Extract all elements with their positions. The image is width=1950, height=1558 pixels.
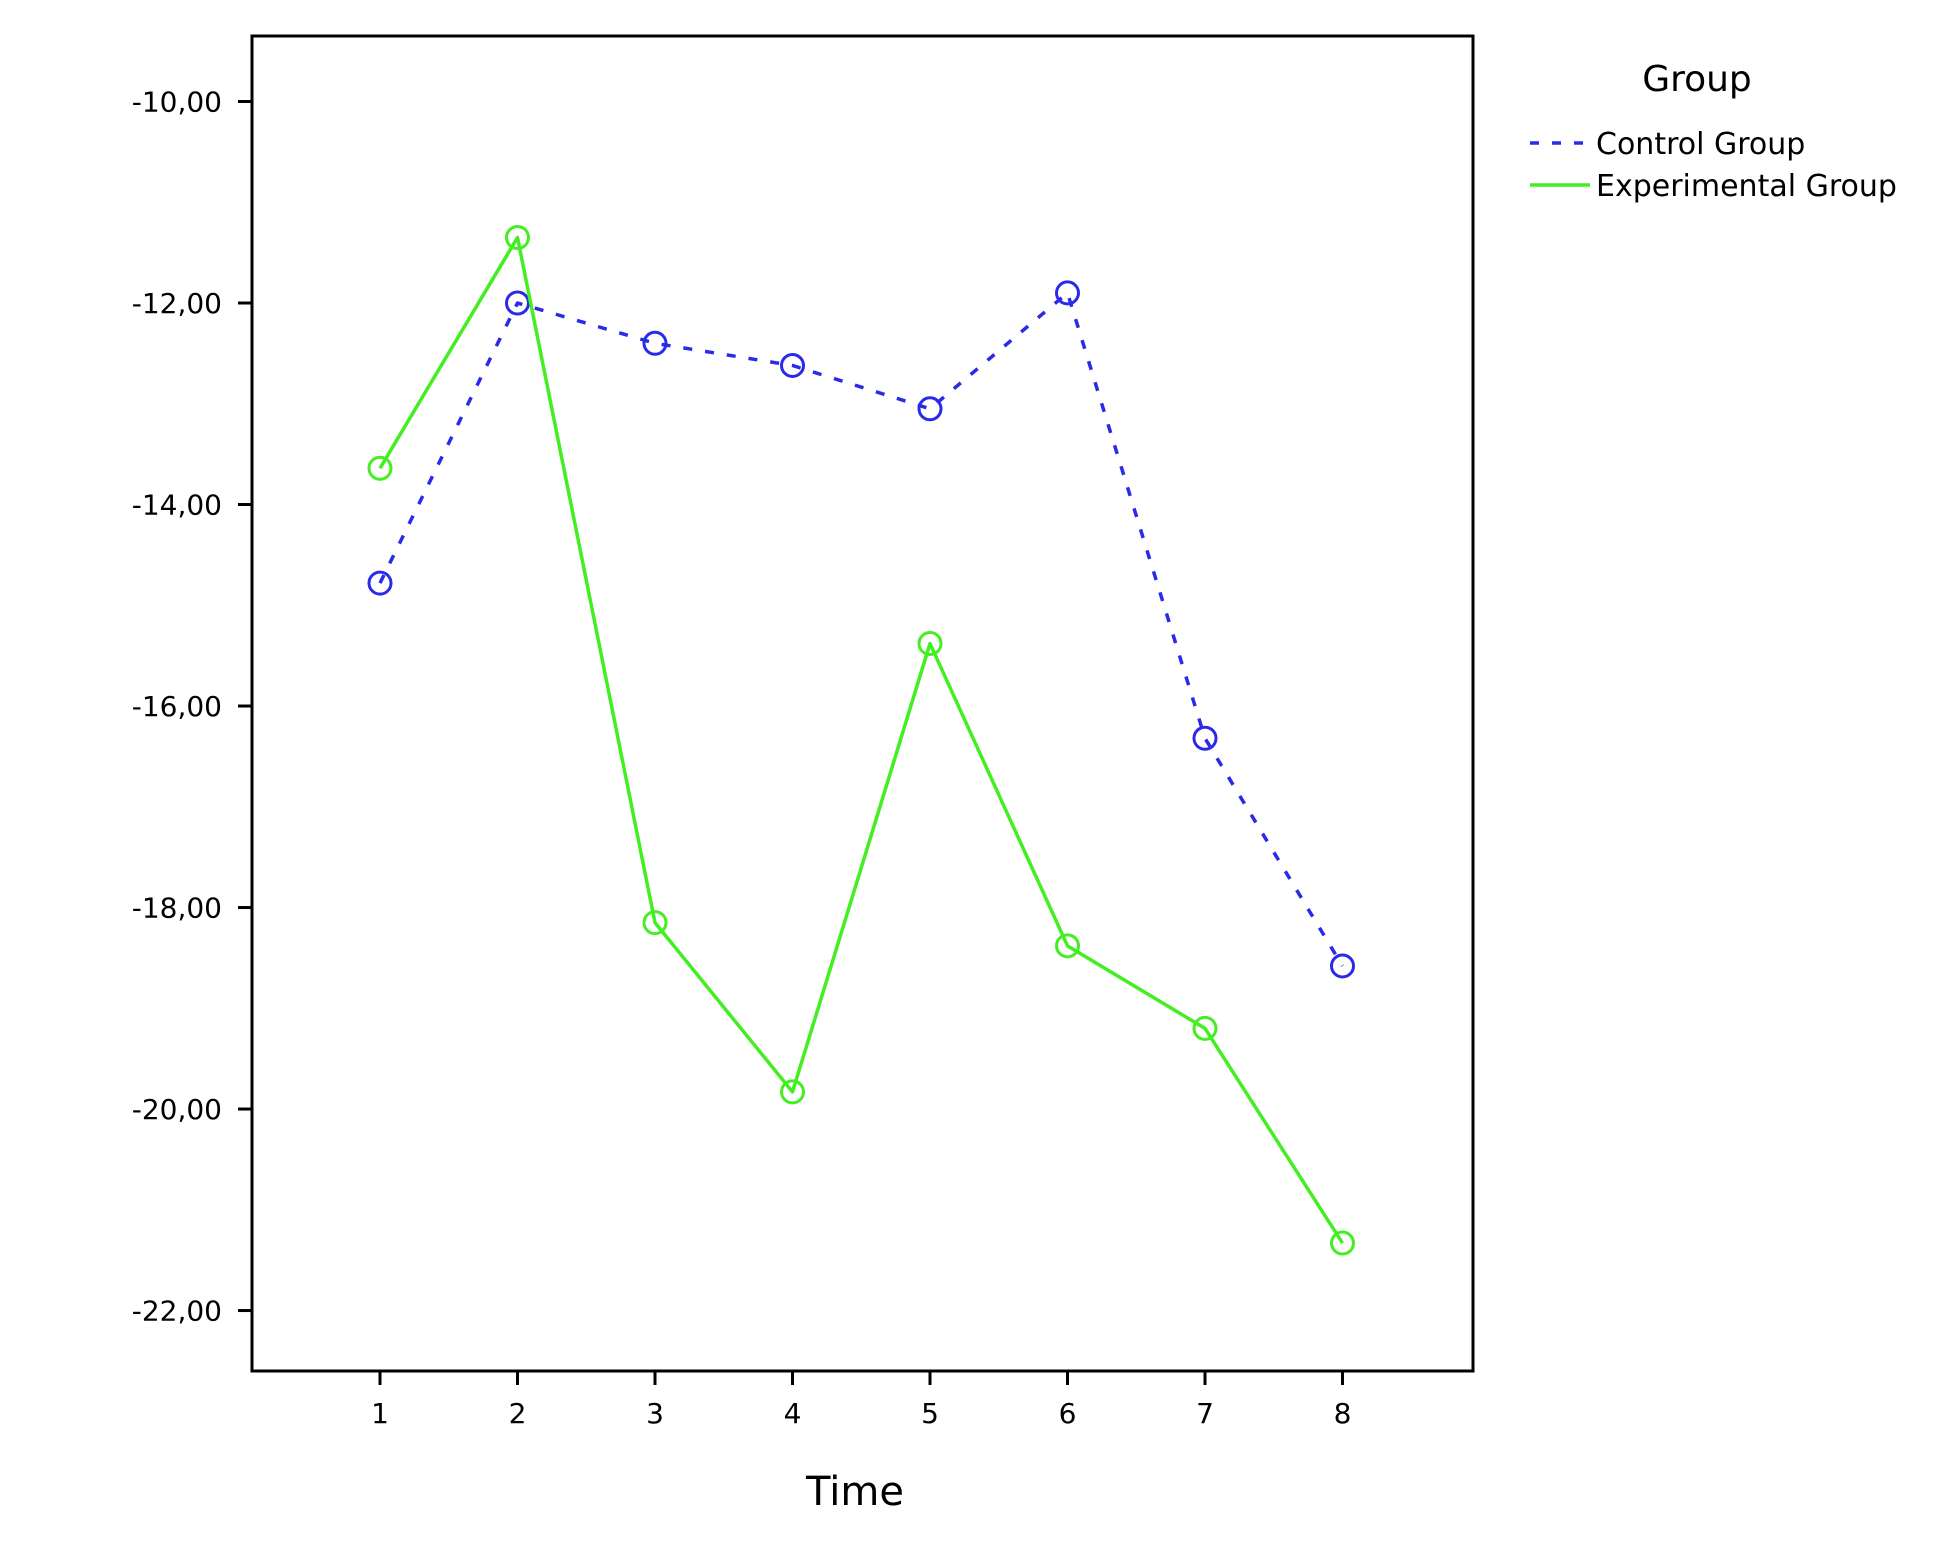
data-point bbox=[1055, 280, 1080, 306]
x-tick-label: 6 bbox=[1059, 1397, 1077, 1430]
data-point bbox=[1192, 1015, 1218, 1041]
data-point bbox=[780, 1079, 805, 1105]
x-tick-label: 4 bbox=[784, 1397, 802, 1430]
x-tick-label: 7 bbox=[1196, 1397, 1214, 1430]
y-tick-label: -10,00 bbox=[132, 85, 222, 118]
data-point bbox=[1330, 953, 1355, 979]
y-tick-label: -12,00 bbox=[132, 287, 222, 320]
data-point bbox=[1330, 1230, 1355, 1256]
legend-label: Control Group bbox=[1596, 127, 1805, 162]
data-point bbox=[917, 631, 943, 657]
y-tick-label: -18,00 bbox=[132, 892, 222, 925]
legend-item: Control Group bbox=[1530, 127, 1805, 162]
legend-items: Control Group Experimental Group bbox=[1530, 127, 1897, 204]
x-tick-label: 8 bbox=[1334, 1397, 1352, 1430]
data-point bbox=[1192, 725, 1218, 751]
data-point bbox=[505, 290, 530, 316]
legend-item: Experimental Group bbox=[1530, 169, 1897, 204]
series-line bbox=[378, 291, 1344, 967]
y-axis: -10,00 -12,00 -14,00 -16,00 -18,00 -20,00 -22,… bbox=[132, 85, 252, 1328]
series-line bbox=[378, 235, 1344, 1244]
x-axis-label: Time bbox=[805, 1469, 904, 1515]
series-control-group bbox=[367, 280, 1355, 979]
y-tick-label: -14,00 bbox=[132, 489, 222, 522]
data-point bbox=[367, 455, 393, 481]
legend: Group Control Group Experimental Group bbox=[1530, 59, 1897, 204]
data-point bbox=[780, 352, 805, 378]
y-tick-label: -22,00 bbox=[132, 1295, 222, 1328]
x-tick-label: 2 bbox=[509, 1397, 527, 1430]
x-tick-label: 3 bbox=[646, 1397, 664, 1430]
x-axis: 1 2 3 4 5 6 7 8 bbox=[371, 1371, 1351, 1430]
x-tick-label: 5 bbox=[921, 1397, 939, 1430]
data-point bbox=[917, 396, 943, 422]
plot-area-frame bbox=[250, 34, 1475, 1373]
data-point bbox=[642, 330, 668, 356]
y-tick-label: -20,00 bbox=[132, 1093, 222, 1126]
data-point bbox=[367, 570, 393, 596]
legend-title: Group bbox=[1642, 59, 1752, 100]
series-experimental-group bbox=[367, 225, 1355, 1256]
legend-label: Experimental Group bbox=[1596, 169, 1897, 204]
series-layer bbox=[367, 225, 1355, 1256]
data-point bbox=[1055, 933, 1080, 959]
y-tick-label: -16,00 bbox=[132, 690, 222, 723]
data-point bbox=[505, 225, 530, 251]
x-tick-label: 1 bbox=[371, 1397, 389, 1430]
data-point bbox=[642, 910, 668, 936]
